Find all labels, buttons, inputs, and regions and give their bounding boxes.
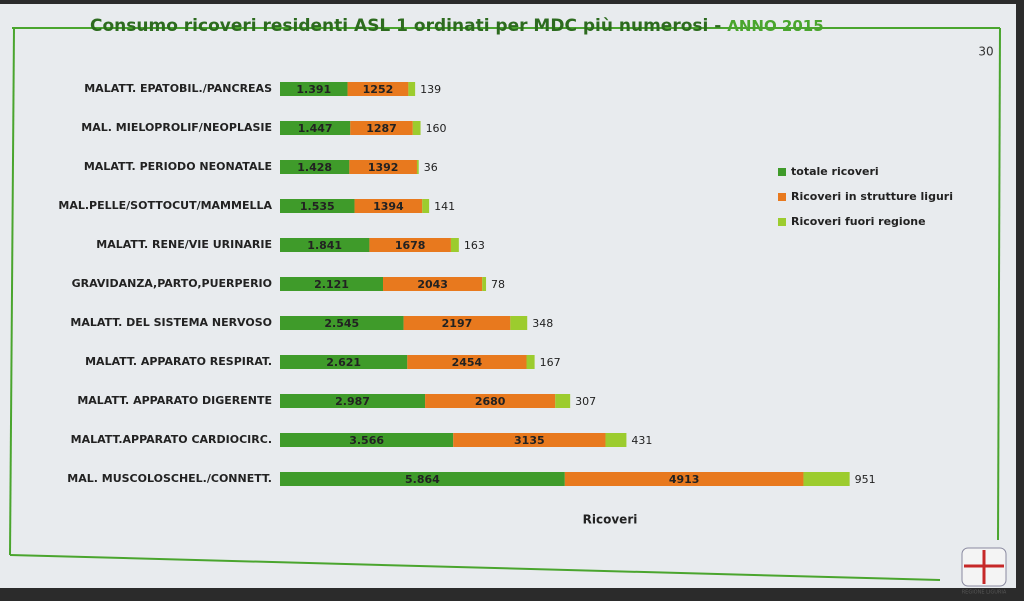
data-label: 1394 [373,200,404,213]
bar-segment [605,433,627,447]
data-label: 431 [631,434,652,447]
data-label: 2.621 [326,356,361,369]
slide-number: 30 [978,45,993,59]
data-label: 141 [434,200,455,213]
bar-segment [422,199,430,213]
bar-segment [280,277,384,291]
data-label: 78 [491,278,505,291]
data-label: 2.121 [314,278,349,291]
frame-bottom [9,554,941,581]
y-tick-label: MAL.PELLE/SOTTOCUT/MAMMELLA [58,199,272,212]
bar-segment [412,121,421,135]
bar-segment [407,355,527,369]
data-label: 1.428 [297,161,332,174]
data-label: 2197 [442,317,473,330]
bar-segment [280,316,404,330]
bar-segment [453,433,606,447]
y-tick-label: MALATT. APPARATO DIGERENTE [77,394,272,407]
data-label: 1.535 [300,200,335,213]
y-tick-label: MALATT. PERIODO NEONATALE [84,160,272,173]
logo-text: REGIONE LIGURIA [962,590,1007,596]
y-tick-label: MALATT. APPARATO RESPIRAT. [85,355,272,368]
y-tick-label: MALATT. DEL SISTEMA NERVOSO [70,316,272,329]
legend-swatch [778,193,786,201]
bar-segment [482,277,487,291]
bar-segment [280,160,350,174]
bar-segment [416,160,419,174]
bar-segment [803,472,850,486]
legend-swatch [778,218,786,226]
legend-swatch [778,168,786,176]
data-label: 1392 [368,161,399,174]
data-label: 3.566 [349,434,384,447]
slide-background [0,4,1016,588]
bar-segment [349,160,417,174]
bar-segment [350,121,413,135]
data-label: 2.545 [324,317,359,330]
bar-segment [510,316,528,330]
data-label: 5.864 [405,473,440,486]
data-label: 307 [575,395,596,408]
data-label: 1678 [395,239,426,252]
y-tick-label: MALATT.APPARATO CARDIOCIRC. [71,433,272,446]
bar-segment [408,82,416,96]
bar-segment [450,238,459,252]
bar-segment [280,238,370,252]
bar-segment [347,82,409,96]
bar-segment [555,394,571,408]
data-label: 1.841 [307,239,342,252]
bar-segment [280,433,454,447]
x-axis-label: Ricoveri [583,513,638,527]
legend-label: Ricoveri fuori regione [791,215,926,228]
data-label: 2680 [475,395,506,408]
data-label: 167 [540,356,561,369]
data-label: 1252 [363,83,394,96]
data-label: 951 [855,473,876,486]
data-label: 36 [424,161,438,174]
logo: REGIONE LIGURIA [961,547,1007,596]
data-label: 348 [532,317,553,330]
bar-segment [526,355,535,369]
data-label: 3135 [514,434,545,447]
y-tick-label: MAL. MIELOPROLIF/NEOPLASIE [81,121,272,134]
bar-segment [383,277,483,291]
bar-segment [280,472,565,486]
data-label: 160 [426,122,447,135]
bar-segment [280,355,408,369]
bar-segment [280,394,426,408]
legend-label: Ricoveri in strutture liguri [791,190,953,203]
y-tick-label: MALATT. RENE/VIE URINARIE [96,238,272,251]
y-tick-label: GRAVIDANZA,PARTO,PUERPERIO [72,277,272,290]
bar-segment [280,82,348,96]
data-label: 4913 [669,473,700,486]
legend-label: totale ricoveri [791,165,879,178]
bar-segment [425,394,556,408]
data-label: 2043 [417,278,448,291]
data-label: 139 [420,83,441,96]
frame-right [997,27,1001,541]
frame-left [9,27,15,556]
data-label: 1.391 [296,83,331,96]
data-label: 2.987 [335,395,370,408]
bar-segment [369,238,451,252]
bar-segment [354,199,423,213]
data-label: 1287 [366,122,397,135]
data-label: 1.447 [298,122,333,135]
y-tick-label: MAL. MUSCOLOSCHEL./CONNETT. [67,472,272,485]
data-label: 163 [464,239,485,252]
bar-segment [280,199,355,213]
y-tick-label: MALATT. EPATOBIL./PANCREAS [84,82,272,95]
bar-segment [403,316,511,330]
data-label: 2454 [452,356,483,369]
chart-title: Consumo ricoveri residenti ASL 1 ordinat… [90,16,824,36]
bar-segment [564,472,804,486]
bar-segment [280,121,351,135]
